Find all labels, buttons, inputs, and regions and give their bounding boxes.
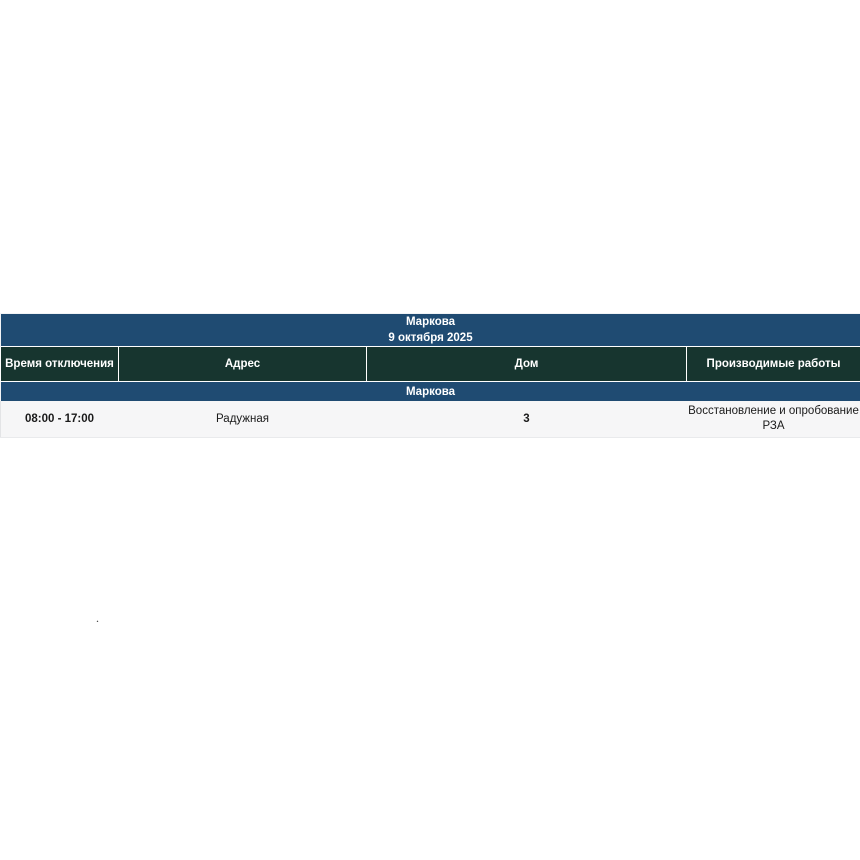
column-header-works: Производимые работы [686,346,860,382]
cell-works-description: Восстановление и опробование РЗА [686,401,860,438]
table-title-cell: Маркова 9 октября 2025 [0,313,860,347]
cell-outage-time: 08:00 - 17:00 [0,401,119,438]
group-header-row: Маркова [0,381,860,401]
cell-address: Радужная [118,401,367,438]
power-outage-table: Маркова 9 октября 2025 Время отключения … [0,313,860,438]
stray-punctuation-mark: . [96,611,99,625]
column-header-address: Адрес [118,346,367,382]
table-row: 08:00 - 17:00 Радужная 3 Восстановление … [0,401,860,438]
outage-table-container: Маркова 9 октября 2025 Время отключения … [0,313,860,438]
column-header-time: Время отключения [0,346,119,382]
table-title-date: 9 октября 2025 [388,332,473,344]
group-header-label: Маркова [0,381,860,401]
table-title-locality: Маркова [405,316,456,328]
column-header-house: Дом [366,346,687,382]
table-title-row: Маркова 9 октября 2025 [0,313,860,347]
cell-house-number: 3 [366,401,687,438]
table-header-row: Время отключения Адрес Дом Производимые … [0,346,860,382]
